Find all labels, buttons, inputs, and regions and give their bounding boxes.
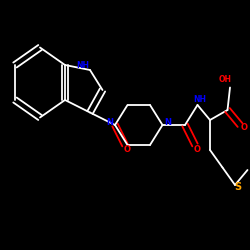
Text: S: S: [234, 182, 241, 192]
Text: O: O: [124, 146, 131, 154]
Text: O: O: [240, 123, 247, 132]
Text: N: N: [106, 118, 114, 127]
Text: NH: NH: [194, 96, 206, 104]
Text: NH: NH: [76, 60, 89, 70]
Text: O: O: [194, 146, 201, 154]
Text: OH: OH: [218, 76, 232, 84]
Text: N: N: [164, 118, 171, 127]
